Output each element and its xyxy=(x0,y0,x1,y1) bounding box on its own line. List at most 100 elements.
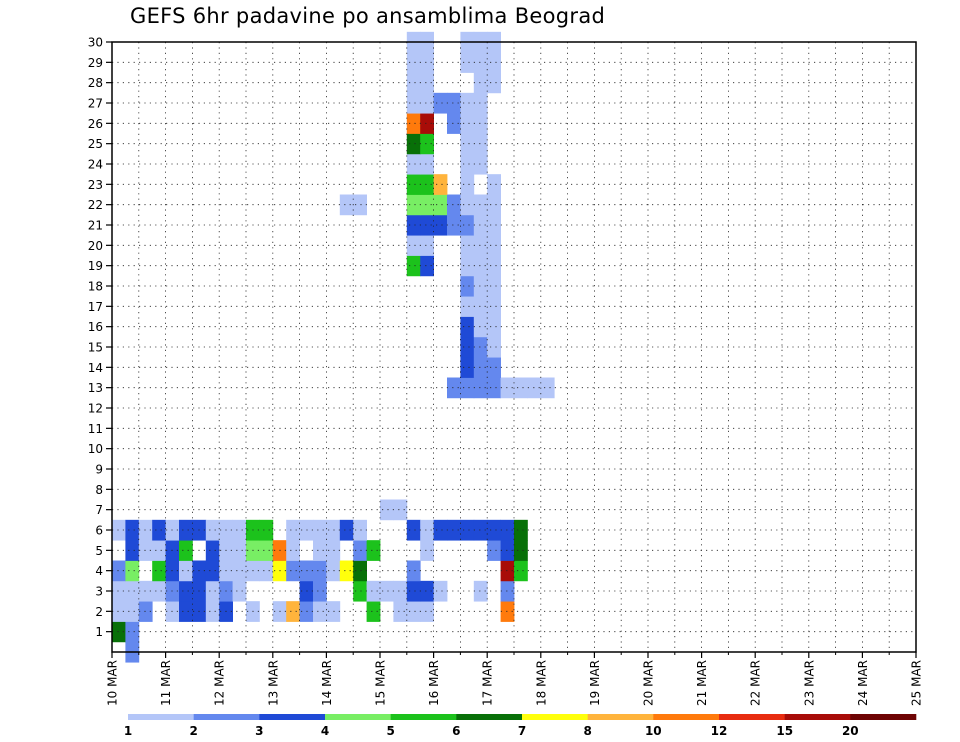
precip-cell xyxy=(313,601,327,622)
precip-cell xyxy=(514,560,528,582)
precip-cell xyxy=(179,519,193,541)
precip-cell xyxy=(406,580,421,602)
precip-cell xyxy=(487,336,501,358)
precip-cell xyxy=(366,580,381,602)
precip-cell xyxy=(447,214,461,236)
precip-cell xyxy=(205,540,220,561)
x-tick-label: 15 MAR xyxy=(374,660,388,706)
legend-swatch xyxy=(719,714,785,720)
x-tick-label: 17 MAR xyxy=(481,660,495,706)
legend-label: 15 xyxy=(776,724,793,738)
precip-cell xyxy=(205,580,220,602)
legend-swatch xyxy=(193,714,260,720)
precip-cell xyxy=(232,540,247,561)
precip-cell xyxy=(179,580,193,602)
precip-cell xyxy=(500,377,515,399)
precip-cell xyxy=(152,519,166,541)
x-tick-label: 25 MAR xyxy=(910,660,924,706)
precip-cell xyxy=(366,601,381,622)
precip-cell xyxy=(353,580,367,602)
precip-cell xyxy=(420,174,434,195)
precip-cell xyxy=(406,601,421,622)
y-tick-label: 14 xyxy=(88,361,103,375)
precip-cell xyxy=(473,377,488,399)
y-tick-label: 22 xyxy=(88,198,103,212)
precip-cell xyxy=(420,519,434,541)
precip-cell xyxy=(433,214,448,236)
y-tick-label: 26 xyxy=(88,117,103,131)
precip-cell xyxy=(339,519,354,541)
precip-cell xyxy=(112,560,126,582)
precip-cell xyxy=(406,72,421,94)
x-tick-label: 12 MAR xyxy=(213,660,227,706)
precip-cell xyxy=(406,560,421,582)
precip-cell xyxy=(487,214,501,236)
precip-cell xyxy=(406,133,421,155)
y-tick-label: 16 xyxy=(88,320,103,334)
precip-cell xyxy=(420,540,434,561)
y-tick-label: 4 xyxy=(95,564,103,578)
precip-cell xyxy=(487,174,501,195)
precip-cell xyxy=(460,52,475,73)
precip-cell xyxy=(393,580,408,602)
precip-cell xyxy=(460,153,475,175)
precip-cell xyxy=(152,560,166,582)
color-legend: 1 2 3 4 5 6 7 8 10 12 15 20 xyxy=(124,714,917,738)
precip-cell xyxy=(514,540,528,561)
x-tick-label: 22 MAR xyxy=(749,660,763,706)
precip-cell xyxy=(514,377,528,399)
y-tick-label: 20 xyxy=(88,239,103,253)
y-tick-label: 27 xyxy=(88,97,103,111)
precip-cell xyxy=(232,580,247,602)
precip-cell xyxy=(460,275,475,297)
precip-cell xyxy=(447,113,461,134)
precip-cell xyxy=(460,133,475,155)
precip-cell xyxy=(473,275,488,297)
precip-cell xyxy=(205,519,220,541)
x-tick-label: 19 MAR xyxy=(588,660,602,706)
x-tick-label: 24 MAR xyxy=(856,660,870,706)
legend-label: 6 xyxy=(452,724,460,738)
precip-cell xyxy=(487,357,501,378)
precip-cell xyxy=(447,194,461,216)
precip-cell xyxy=(460,519,475,541)
precip-cell xyxy=(473,580,488,602)
precip-cell xyxy=(447,92,461,114)
precip-cell xyxy=(420,72,434,94)
y-tick-label: 28 xyxy=(88,76,103,90)
precip-cell xyxy=(179,601,193,622)
precip-cell xyxy=(205,601,220,622)
precip-cell xyxy=(326,601,341,622)
x-tick-label: 10 MAR xyxy=(106,660,120,706)
precip-cell xyxy=(473,519,488,541)
precip-cell xyxy=(259,540,274,561)
precip-cell xyxy=(460,377,475,399)
y-tick-label: 12 xyxy=(88,402,103,416)
legend-swatch xyxy=(390,714,457,720)
precip-cell xyxy=(326,519,341,541)
precip-cell xyxy=(420,601,434,622)
precip-cell xyxy=(326,560,341,582)
precip-cell xyxy=(138,580,153,602)
precip-cell xyxy=(393,499,408,521)
y-tick-label: 3 xyxy=(95,585,103,599)
precip-cell xyxy=(406,214,421,236)
precip-cell xyxy=(313,540,327,561)
precip-cell xyxy=(125,519,140,541)
legend-label: 5 xyxy=(387,724,395,738)
precip-cell xyxy=(406,235,421,256)
precip-cell xyxy=(473,133,488,155)
y-tick-label: 18 xyxy=(88,280,103,294)
precip-cell xyxy=(473,113,488,134)
precip-cell xyxy=(420,92,434,114)
legend-swatch xyxy=(587,714,654,720)
precip-cell xyxy=(259,560,274,582)
precip-cell xyxy=(460,214,475,236)
y-tick-label: 21 xyxy=(88,219,103,233)
precip-cell xyxy=(112,601,126,622)
precip-cell xyxy=(500,519,515,541)
y-tick-label: 13 xyxy=(88,381,103,395)
precip-cell xyxy=(286,601,300,622)
x-tick-label: 11 MAR xyxy=(159,660,173,706)
